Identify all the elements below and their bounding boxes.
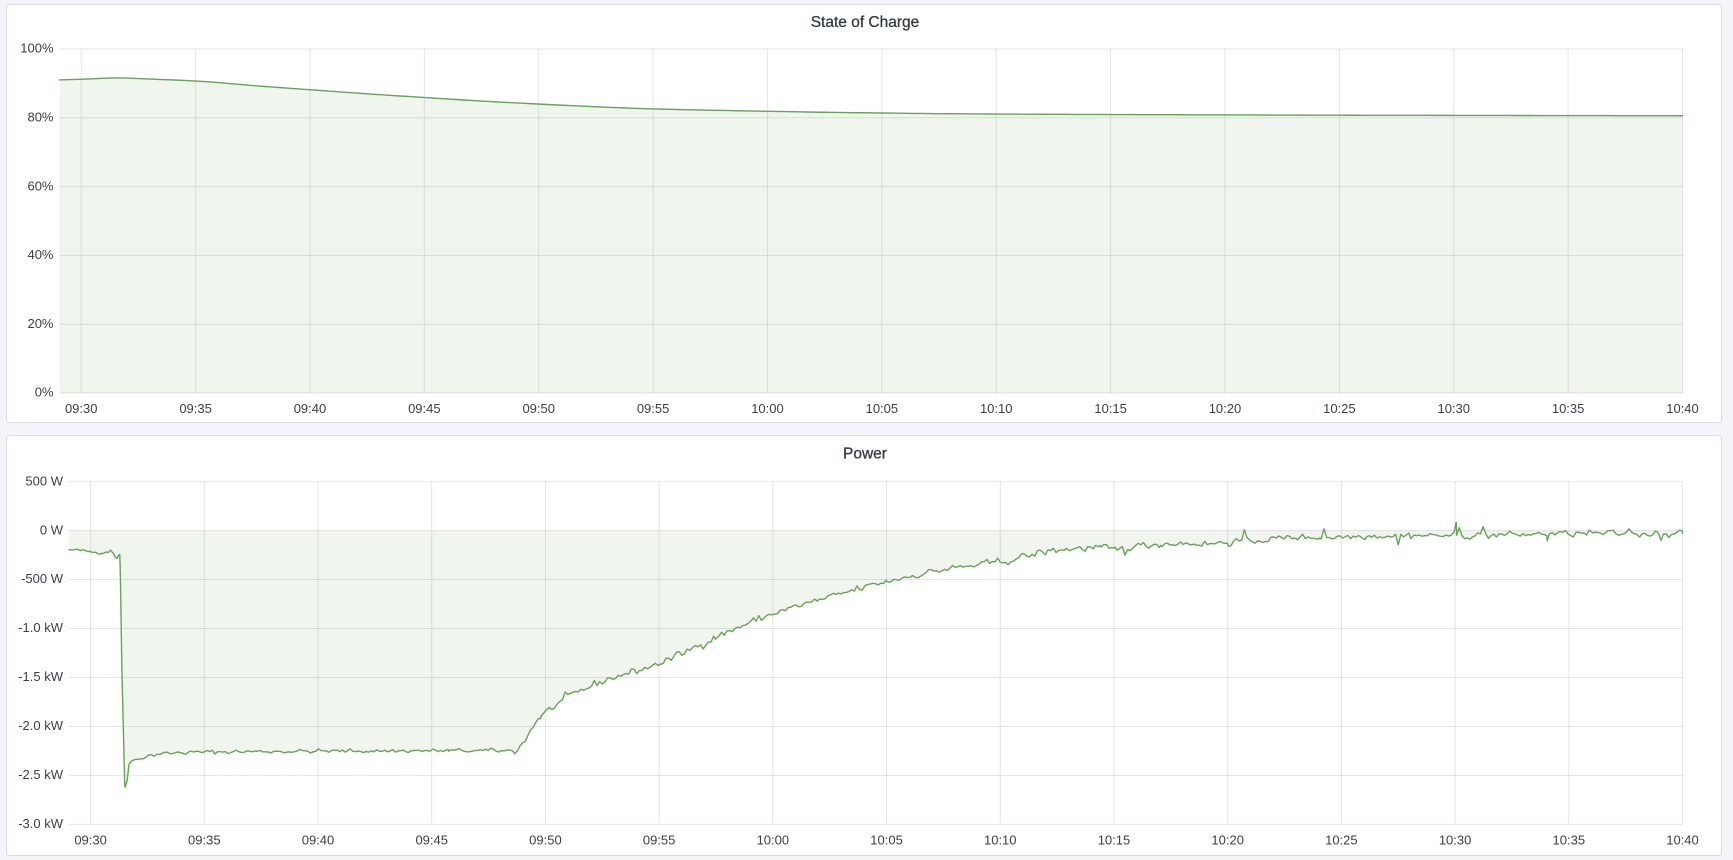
- svg-text:09:40: 09:40: [294, 401, 327, 416]
- svg-text:10:35: 10:35: [1552, 401, 1585, 416]
- svg-text:-500 W: -500 W: [21, 571, 64, 586]
- svg-text:09:40: 09:40: [302, 832, 335, 847]
- svg-text:09:30: 09:30: [74, 832, 107, 847]
- svg-text:09:45: 09:45: [408, 401, 441, 416]
- svg-text:10:05: 10:05: [870, 832, 903, 847]
- svg-text:0 W: 0 W: [40, 522, 64, 537]
- svg-text:10:25: 10:25: [1323, 401, 1356, 416]
- svg-text:100%: 100%: [20, 41, 54, 56]
- svg-text:10:40: 10:40: [1666, 832, 1699, 847]
- svg-text:-2.5 kW: -2.5 kW: [18, 767, 64, 782]
- svg-text:10:15: 10:15: [1094, 401, 1127, 416]
- svg-text:10:30: 10:30: [1439, 832, 1472, 847]
- svg-text:10:00: 10:00: [751, 401, 784, 416]
- svg-text:09:55: 09:55: [643, 832, 676, 847]
- svg-text:Power: Power: [843, 445, 887, 462]
- svg-text:10:20: 10:20: [1209, 401, 1242, 416]
- svg-text:-3.0 kW: -3.0 kW: [18, 816, 64, 831]
- svg-text:10:10: 10:10: [980, 401, 1013, 416]
- svg-text:60%: 60%: [27, 178, 53, 193]
- svg-text:09:30: 09:30: [65, 401, 98, 416]
- svg-text:09:45: 09:45: [415, 832, 448, 847]
- svg-text:10:15: 10:15: [1098, 832, 1131, 847]
- svg-text:0%: 0%: [35, 385, 54, 400]
- svg-text:09:55: 09:55: [637, 401, 670, 416]
- svg-text:40%: 40%: [27, 247, 53, 262]
- svg-text:-1.0 kW: -1.0 kW: [18, 620, 64, 635]
- svg-text:10:10: 10:10: [984, 832, 1017, 847]
- svg-text:09:35: 09:35: [179, 401, 212, 416]
- svg-text:10:05: 10:05: [866, 401, 899, 416]
- svg-text:-2.0 kW: -2.0 kW: [18, 718, 64, 733]
- svg-text:09:50: 09:50: [522, 401, 555, 416]
- svg-text:80%: 80%: [27, 110, 53, 125]
- svg-text:10:25: 10:25: [1325, 832, 1358, 847]
- svg-text:20%: 20%: [27, 316, 53, 331]
- svg-text:-1.5 kW: -1.5 kW: [18, 669, 64, 684]
- svg-text:500 W: 500 W: [25, 473, 63, 488]
- svg-text:10:00: 10:00: [757, 832, 790, 847]
- svg-text:09:50: 09:50: [529, 832, 562, 847]
- svg-text:10:20: 10:20: [1211, 832, 1244, 847]
- svg-text:09:35: 09:35: [188, 832, 221, 847]
- svg-text:10:30: 10:30: [1437, 401, 1470, 416]
- svg-text:10:35: 10:35: [1553, 832, 1586, 847]
- svg-text:10:40: 10:40: [1666, 401, 1699, 416]
- svg-text:State of Charge: State of Charge: [811, 14, 920, 31]
